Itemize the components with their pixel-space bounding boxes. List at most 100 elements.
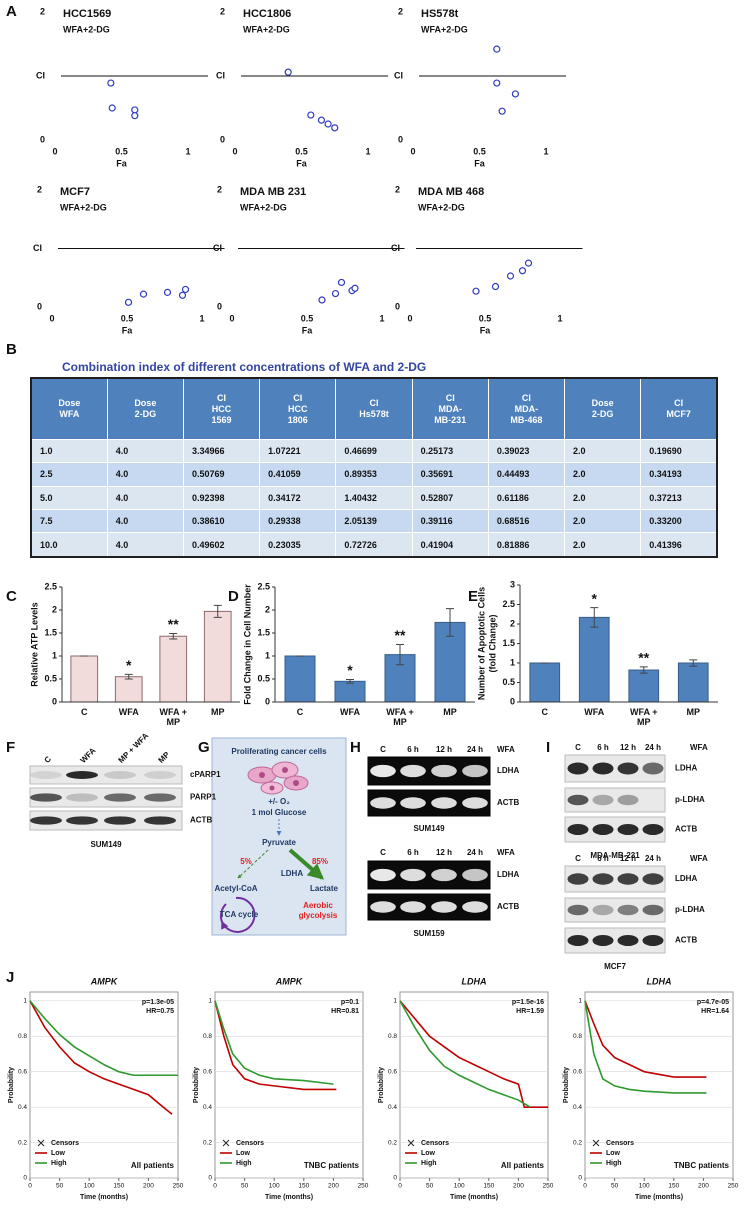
header-line: WFA <box>59 409 80 419</box>
band <box>104 771 136 779</box>
plot-frame <box>29 991 179 1179</box>
y-tick-label: 0 <box>37 301 42 311</box>
table-cell: 0.92398 <box>182 485 261 510</box>
panel-label: J <box>6 969 14 986</box>
legend-label: Low <box>236 1150 251 1157</box>
band <box>30 816 62 825</box>
lane-label: MP + WFA <box>117 731 151 765</box>
y-tick-label: 0 <box>510 696 515 706</box>
x-tick-label: 250 <box>543 1183 554 1190</box>
band <box>592 904 614 916</box>
annotation: HR=1.64 <box>701 1008 729 1015</box>
error-bar <box>124 673 133 680</box>
lane-label: 24 h <box>645 743 661 752</box>
y-tick-label: 0.4 <box>203 1104 212 1111</box>
legend-label: Censors <box>236 1140 264 1147</box>
y-tick-label: 2 <box>265 604 270 614</box>
y-axis-label: Probability <box>563 1067 570 1103</box>
table-title: Combination index of different concentra… <box>62 360 426 374</box>
y-tick-label: 0.2 <box>18 1139 27 1146</box>
table-cell: 0.46699 <box>335 438 413 464</box>
header-line: Hs578t <box>359 409 389 419</box>
band-label: LDHA <box>675 764 697 773</box>
band <box>370 901 396 913</box>
header-line: HCC <box>288 403 308 414</box>
table-header-row: Dose WFA Dose 2-DG CI HCC 1569 CI HCC 1806 CI Hs578… <box>30 377 718 440</box>
y-tick-label: 0 <box>265 696 270 706</box>
band-label: ACTB <box>497 798 519 807</box>
lane-label: 24 h <box>467 745 483 754</box>
band <box>642 873 664 885</box>
lane-label: 6 h <box>597 854 609 863</box>
lane-label: WFA <box>79 746 98 765</box>
cohort-label: TNBC patients <box>304 1161 360 1170</box>
data-point <box>318 296 326 304</box>
table-header-cell: Dose 2-DG <box>106 377 184 440</box>
y-tick-label: 0 <box>40 134 45 144</box>
table-cell: 1.0 <box>30 438 108 464</box>
header-line: MDA- <box>514 403 539 414</box>
annotation: HR=0.75 <box>146 1008 174 1015</box>
band <box>567 794 589 806</box>
y-axis-label: Probability <box>193 1067 200 1103</box>
band <box>462 764 488 778</box>
header-line: CI <box>293 392 303 403</box>
table-cell: 0.39116 <box>411 508 489 534</box>
lane-label: 12 h <box>436 745 452 754</box>
oxygen-label: +/- O₂ <box>268 797 290 806</box>
band <box>617 762 639 775</box>
cell-line-label: SUM149 <box>413 824 445 833</box>
x-tick-label: 50 <box>56 1183 64 1190</box>
legend-label: Censors <box>606 1140 634 1147</box>
table-cell: 7.5 <box>30 508 108 534</box>
x-tick-label: 0.5 <box>121 313 134 323</box>
x-tick-label: 0 <box>28 1183 32 1190</box>
x-tick-label: 50 <box>241 1183 249 1190</box>
error-bar <box>639 666 648 674</box>
y-tick-label: 0.5 <box>257 673 270 683</box>
x-tick-label: 0 <box>52 146 57 156</box>
table-row: 7.5 4.0 0.38610 0.29338 2.05139 0.39116 0.6851… <box>30 508 718 534</box>
y-tick-label: 0.8 <box>573 1033 582 1040</box>
band <box>592 873 614 885</box>
chart-subtitle: WFA+2-DG <box>421 24 468 34</box>
censor-symbol <box>407 1139 415 1147</box>
y-tick-label: 0 <box>220 134 225 144</box>
band <box>66 771 98 779</box>
x-tick-label: WFA <box>118 707 139 717</box>
treatment-label: WFA <box>497 745 515 754</box>
x-tick-label: 0 <box>213 1183 217 1190</box>
x-tick-label: 1 <box>379 313 384 323</box>
y-axis-label: Fold Change in Cell Number <box>242 584 252 705</box>
band <box>592 935 614 946</box>
lane-label: C <box>575 854 581 863</box>
band <box>567 904 589 916</box>
table-cell: 0.37213 <box>640 485 718 510</box>
band <box>400 868 426 882</box>
x-axis-label: Time (months) <box>265 1194 313 1201</box>
x-tick-label: 1 <box>543 146 548 156</box>
chart-title: LDHA <box>647 976 672 986</box>
table-header-cell: Dose WFA <box>30 377 108 440</box>
lane-label: 12 h <box>436 848 452 857</box>
band <box>104 793 136 802</box>
y-tick-label: 1.5 <box>502 638 515 648</box>
x-tick-label: WFA + MP <box>159 707 187 727</box>
table-row: 2.5 4.0 0.50769 0.41059 0.89353 0.35691 0.4449… <box>30 462 718 487</box>
y-tick-label: 1.5 <box>44 627 57 637</box>
table-cell: 5.0 <box>30 485 108 510</box>
x-axis-label: Time (months) <box>450 1194 498 1201</box>
chart-title: LDHA <box>462 976 487 986</box>
table-cell: 2.0 <box>564 438 642 464</box>
table-row: 5.0 4.0 0.92398 0.34172 1.40432 0.52807 0.6118… <box>30 485 718 510</box>
data-point <box>124 298 133 306</box>
band <box>642 935 664 946</box>
data-point <box>498 107 506 115</box>
bar <box>578 616 610 703</box>
y-tick-label: 0.6 <box>573 1068 582 1075</box>
cell-line-label: MDA-MB-231 <box>590 851 640 860</box>
treatment-label: WFA <box>690 854 708 863</box>
band <box>592 824 614 835</box>
plot-frame <box>399 991 549 1179</box>
header-line: Dose <box>134 398 157 408</box>
